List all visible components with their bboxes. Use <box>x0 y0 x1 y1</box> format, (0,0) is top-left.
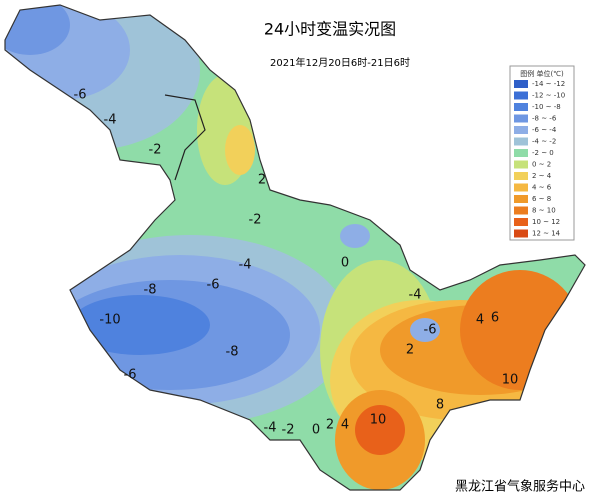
legend-label: 6 ~ 8 <box>532 195 551 203</box>
contour-label: -6 <box>207 278 220 293</box>
legend-label: 10 ~ 12 <box>532 218 560 226</box>
legend-swatch <box>514 149 528 157</box>
contour-label: 4 <box>476 313 484 328</box>
legend-swatch <box>514 218 528 226</box>
contour-label: 8 <box>436 398 444 413</box>
contour-label: -8 <box>226 345 239 360</box>
contour-label: -6 <box>74 88 87 103</box>
legend-label: 2 ~ 4 <box>532 172 552 180</box>
legend-swatch <box>514 91 528 100</box>
legend-label: 0 ~ 2 <box>532 161 551 169</box>
legend-label: 4 ~ 6 <box>532 184 552 192</box>
legend-swatch <box>514 206 528 215</box>
legend-label: -8 ~ -6 <box>532 115 557 123</box>
region-border <box>164 94 206 181</box>
legend-swatch <box>514 229 528 238</box>
contour-label: -4 <box>409 288 422 303</box>
legend: 图例 单位(℃) -14 ~ -12 -12 ~ -10 -10 ~ -8 -8 ~ … <box>509 65 575 241</box>
legend-label: -6 ~ -4 <box>532 126 557 134</box>
contour-label: -2 <box>249 213 262 228</box>
legend-label: -10 ~ -8 <box>532 103 561 111</box>
contour-label: -6 <box>124 368 137 383</box>
map-subtitle: 2021年12月20日6时-21日6时 <box>270 56 410 69</box>
legend-swatch <box>514 195 528 203</box>
footer: 黑龙江省气象服务中心 <box>455 479 585 495</box>
contour-label: 0 <box>312 423 320 438</box>
contour-label: -2 <box>149 143 162 158</box>
legend-label: -12 ~ -10 <box>532 92 565 100</box>
legend-label: -14 ~ -12 <box>532 80 565 88</box>
contour-label: 10 <box>502 373 519 388</box>
contour-label: -2 <box>282 423 295 438</box>
legend-swatch <box>514 126 528 134</box>
province-border <box>4 4 586 491</box>
contour-label: 4 <box>341 418 349 433</box>
legend-label: 12 ~ 14 <box>532 230 561 238</box>
contour-label: -4 <box>239 258 252 273</box>
legend-swatch <box>514 114 528 123</box>
legend-swatch <box>514 183 528 192</box>
legend-swatch <box>514 103 528 111</box>
contour-label: -6 <box>424 323 437 338</box>
contour-label: -8 <box>144 283 157 298</box>
contour-label: 0 <box>341 256 349 271</box>
contour-label: -4 <box>104 113 117 128</box>
legend-swatch <box>514 137 528 146</box>
legend-swatch <box>514 172 528 180</box>
map-title: 24小时变温实况图 <box>264 20 396 39</box>
legend-label: -4 ~ -2 <box>532 138 556 146</box>
legend-swatch <box>514 80 528 88</box>
legend-title: 图例 单位(℃) <box>520 69 564 78</box>
contour-label: 2 <box>406 343 414 358</box>
contour-label: 6 <box>491 311 499 326</box>
contour-label: -10 <box>99 313 120 328</box>
legend-label: -2 ~ 0 <box>532 149 554 157</box>
contour-label: -4 <box>264 421 277 436</box>
legend-label: 8 ~ 10 <box>532 207 556 215</box>
contour-label: 2 <box>258 173 266 188</box>
contour-label: 10 <box>370 413 387 428</box>
legend-swatch <box>514 160 528 169</box>
contour-label: 2 <box>326 418 334 433</box>
